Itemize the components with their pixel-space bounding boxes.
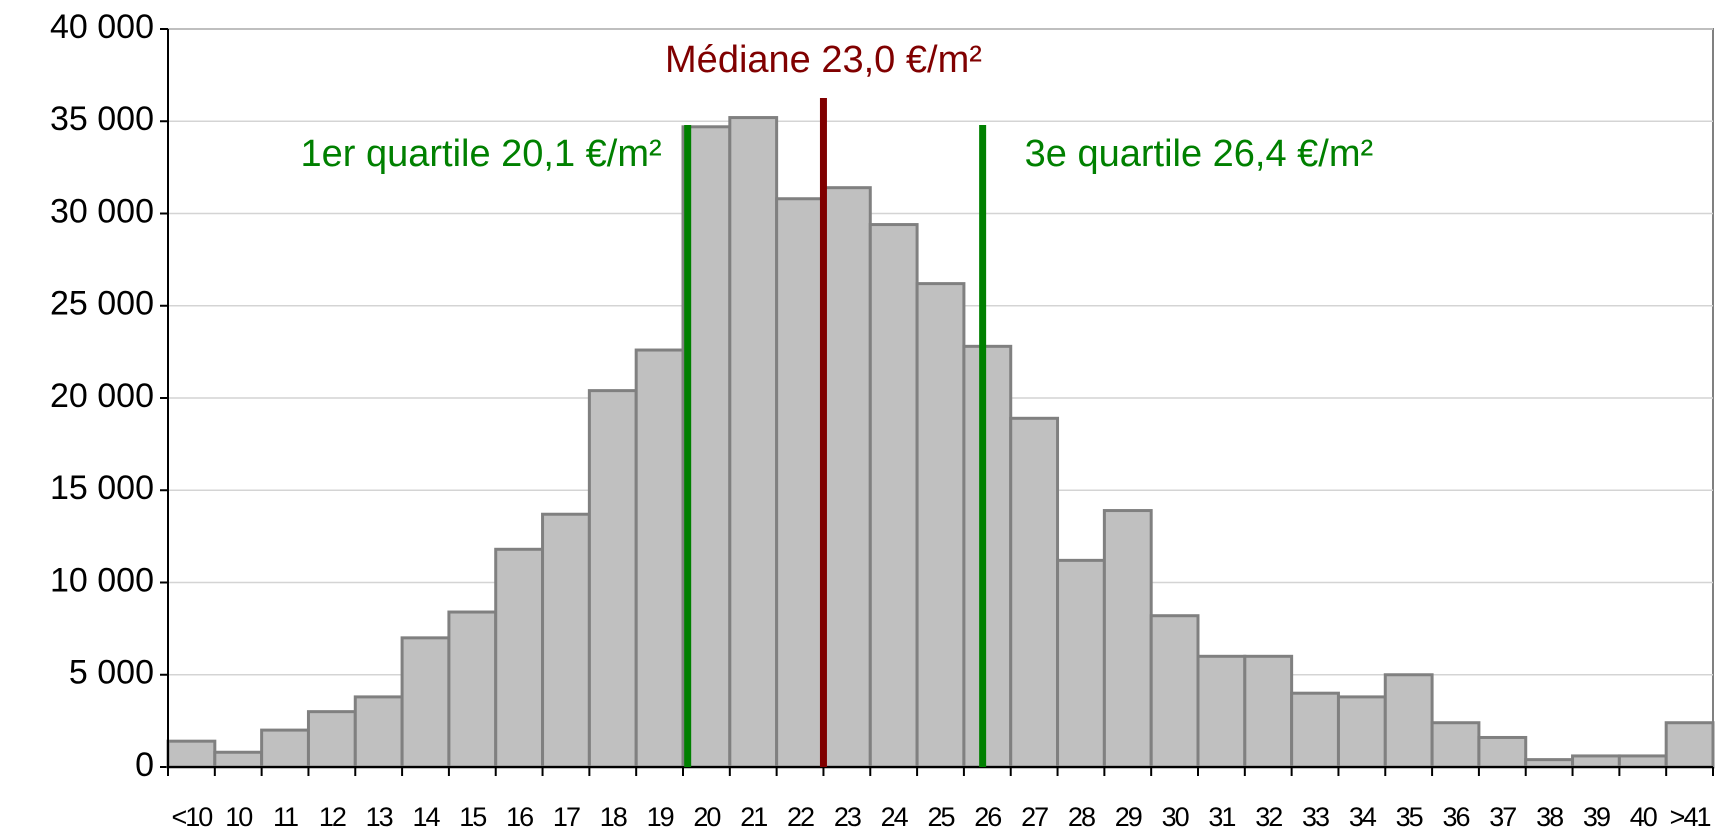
bar (1524, 758, 1575, 769)
x-tick-label: 29 (1115, 802, 1142, 831)
bar (634, 348, 685, 769)
y-tick-label: 0 (135, 746, 154, 784)
x-tick-label: 11 (273, 802, 298, 831)
bar (1102, 509, 1153, 769)
annotation-label: 1er quartile 20,1 €/m² (300, 133, 661, 175)
bar (260, 728, 310, 769)
x-tick-label: 24 (881, 802, 909, 831)
bar (1149, 614, 1200, 769)
x-tick-label: 14 (412, 802, 440, 831)
bar (1336, 695, 1387, 769)
bar (494, 547, 545, 769)
x-tick-label: 28 (1068, 802, 1095, 831)
bar (1571, 754, 1621, 769)
x-tick-label: 32 (1255, 802, 1282, 831)
x-tick-label: 10 (225, 802, 252, 831)
bar (447, 610, 498, 769)
bar (821, 186, 872, 769)
x-tick-label: 22 (787, 802, 814, 831)
bar (1009, 416, 1060, 769)
x-tick-label: 26 (974, 802, 1001, 831)
x-tick-label: 37 (1489, 802, 1516, 831)
x-tick-label: 12 (319, 802, 346, 831)
y-tick-label: 20 000 (50, 377, 154, 415)
x-tick-label: 30 (1162, 802, 1189, 831)
x-tick-label: 27 (1021, 802, 1048, 831)
bar (915, 282, 966, 769)
x-tick-label: 35 (1396, 802, 1423, 831)
x-tick-label: 31 (1208, 802, 1235, 831)
x-tick-label: 36 (1442, 802, 1469, 831)
bar (353, 695, 404, 769)
bar (541, 512, 591, 769)
y-tick-label: 15 000 (50, 469, 154, 507)
annotation-label: Médiane 23,0 €/m² (665, 39, 982, 81)
x-tick-label: 38 (1536, 802, 1563, 831)
bar (306, 710, 357, 769)
bar (213, 750, 264, 769)
y-tick-label: 40 000 (50, 8, 154, 46)
x-tick-label: 40 (1630, 802, 1657, 831)
bar (1430, 721, 1481, 769)
bar (775, 197, 825, 769)
bar (1383, 673, 1434, 769)
x-tick-label: 19 (647, 802, 674, 831)
x-tick-label: 17 (553, 802, 580, 831)
x-tick-label: 34 (1349, 802, 1377, 831)
y-tick-label: 10 000 (50, 561, 154, 599)
bar (166, 739, 217, 769)
y-tick-label: 30 000 (50, 192, 154, 230)
bar (1196, 654, 1247, 769)
x-tick-label: 21 (740, 802, 767, 831)
bar (587, 389, 638, 769)
x-tick-label: 23 (834, 802, 861, 831)
x-tick-label: 18 (600, 802, 627, 831)
x-tick-label: >41 (1670, 802, 1711, 831)
annotation-label: 3e quartile 26,4 €/m² (1025, 133, 1374, 175)
bar (728, 116, 779, 769)
x-tick-label: 13 (366, 802, 393, 831)
bar (962, 344, 1013, 769)
bar (1617, 754, 1668, 769)
bar (1664, 721, 1715, 769)
bar (1477, 735, 1528, 769)
bar (868, 223, 919, 769)
bar (400, 636, 451, 769)
y-tick-label: 5 000 (69, 654, 154, 692)
x-tick-label: 20 (693, 802, 720, 831)
x-tick-label: 15 (459, 802, 486, 831)
bar (1056, 558, 1106, 769)
y-tick-label: 35 000 (50, 100, 154, 138)
x-tick-label: <10 (172, 802, 213, 831)
bar (1290, 691, 1340, 769)
x-tick-label: 16 (506, 802, 533, 831)
x-tick-label: 33 (1302, 802, 1329, 831)
y-tick-label: 25 000 (50, 285, 154, 323)
bar (1243, 654, 1294, 769)
x-tick-label: 25 (927, 802, 954, 831)
x-tick-label: 39 (1583, 802, 1610, 831)
